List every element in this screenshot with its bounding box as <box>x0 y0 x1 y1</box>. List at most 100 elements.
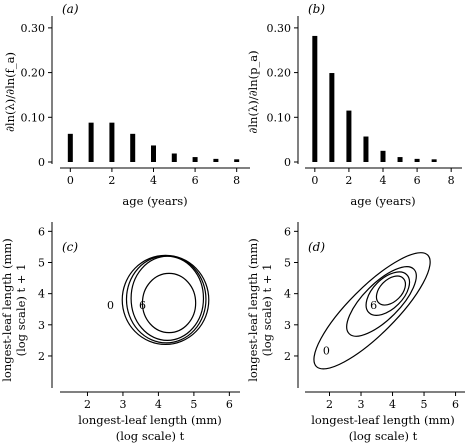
y-tick-label: 0 <box>284 156 291 169</box>
x-tick-label: 2 <box>326 398 333 411</box>
y-tick-label: 2 <box>284 350 291 363</box>
contour-label: 0 <box>323 344 330 357</box>
panel-label: (a) <box>62 2 79 16</box>
y-axis-title: ∂ln(λ)/∂ln(p_a) <box>246 50 260 133</box>
y-tick-label: 5 <box>284 257 291 270</box>
bar <box>171 153 177 162</box>
bar <box>431 159 437 162</box>
bar <box>130 133 136 162</box>
y-axis-title-line-1: longest-leaf length (mm) <box>246 238 260 382</box>
bar <box>213 158 219 162</box>
x-tick-label: 5 <box>190 398 197 411</box>
x-axis-title-line-2: (log scale) t <box>349 429 418 443</box>
x-axis-title: age (years) <box>122 194 187 208</box>
y-tick-label: 0.10 <box>267 111 292 124</box>
y-tick-label: 0.20 <box>267 67 292 80</box>
y-ticks: 2 3 4 5 6 <box>38 225 52 363</box>
x-tick-label: 3 <box>358 398 365 411</box>
x-tick-label: 0 <box>67 174 74 187</box>
y-axis-title-line-2: (log scale) t + 1 <box>260 264 274 357</box>
contour-line <box>365 271 411 316</box>
y-axis-title: ∂ln(λ)/∂ln(f_a) <box>3 52 17 132</box>
contour-line <box>375 275 407 306</box>
bar <box>414 158 420 162</box>
x-axis-title-line-1: longest-leaf length (mm) <box>311 413 455 427</box>
y-tick-label: 3 <box>284 319 291 332</box>
x-tick-label: 6 <box>414 174 421 187</box>
x-tick-label: 4 <box>155 398 162 411</box>
x-tick-label: 6 <box>192 174 199 187</box>
y-ticks: 0 0.10 0.20 0.30 <box>267 22 298 169</box>
contour-line <box>125 255 207 344</box>
bar <box>312 35 318 162</box>
x-tick-label: 6 <box>452 398 459 411</box>
contour-panel-d: (d) longest-leaf length (mm) (log scale)… <box>246 222 465 443</box>
contour-line <box>346 266 417 337</box>
x-ticks: 2 3 4 5 6 <box>84 392 233 411</box>
y-tick-label: 4 <box>284 288 291 301</box>
contour-line <box>313 252 431 370</box>
panel-label: (b) <box>308 2 325 16</box>
x-tick-label: 3 <box>119 398 126 411</box>
y-axis-title-line-1: longest-leaf length (mm) <box>0 238 14 382</box>
x-axis-title: age (years) <box>350 194 415 208</box>
y-tick-label: 0.30 <box>267 22 292 35</box>
contour-label: 6 <box>139 299 146 312</box>
bars <box>67 122 240 162</box>
y-tick-label: 2 <box>38 350 45 363</box>
x-ticks: 0 2 4 6 8 <box>311 168 455 187</box>
bar <box>397 157 403 162</box>
y-tick-label: 5 <box>38 257 45 270</box>
contour-label: 6 <box>370 299 377 312</box>
y-tick-label: 0.20 <box>21 67 46 80</box>
x-tick-label: 0 <box>311 174 318 187</box>
x-tick-label: 4 <box>380 174 387 187</box>
contour-labels: 06 <box>323 299 377 357</box>
x-axis-title-line-2: (log scale) t <box>116 429 185 443</box>
bar <box>109 122 115 162</box>
bar <box>88 122 94 162</box>
x-ticks: 0 2 4 6 8 <box>67 168 240 187</box>
bar <box>363 136 369 162</box>
panel-label: (c) <box>62 240 78 254</box>
x-tick-label: 4 <box>150 174 157 187</box>
bar <box>67 133 73 162</box>
x-tick-label: 2 <box>345 174 352 187</box>
bar <box>151 145 156 162</box>
contour-panel-c: (c) longest-leaf length (mm) (log scale)… <box>0 222 240 443</box>
x-tick-label: 2 <box>108 174 115 187</box>
contour-line <box>130 255 205 341</box>
y-tick-label: 0 <box>38 156 45 169</box>
y-tick-label: 6 <box>38 225 45 238</box>
y-tick-label: 6 <box>284 225 291 238</box>
bar <box>192 157 198 162</box>
x-tick-label: 8 <box>448 174 455 187</box>
contours <box>121 254 210 346</box>
y-axis-title-line-2: (log scale) t + 1 <box>14 264 28 357</box>
panel-label: (d) <box>308 240 325 254</box>
x-tick-label: 5 <box>421 398 428 411</box>
y-tick-label: 0.30 <box>21 22 46 35</box>
y-tick-label: 0.10 <box>21 111 46 124</box>
x-tick-label: 6 <box>226 398 233 411</box>
y-ticks: 2 3 4 5 6 <box>284 225 298 363</box>
bar <box>234 159 240 162</box>
x-tick-label: 4 <box>389 398 396 411</box>
bar <box>329 73 335 162</box>
x-ticks: 2 3 4 5 6 <box>326 392 459 411</box>
y-ticks: 0 0.10 0.20 0.30 <box>21 22 52 169</box>
x-axis-title-line-1: longest-leaf length (mm) <box>78 413 222 427</box>
contour-label: 0 <box>107 299 114 312</box>
x-tick-label: 2 <box>84 398 91 411</box>
contours <box>313 252 431 370</box>
x-tick-label: 8 <box>233 174 240 187</box>
y-tick-label: 4 <box>38 288 45 301</box>
bar <box>346 110 352 162</box>
bars <box>312 35 437 162</box>
contour-line <box>141 272 197 334</box>
bar <box>380 150 386 162</box>
